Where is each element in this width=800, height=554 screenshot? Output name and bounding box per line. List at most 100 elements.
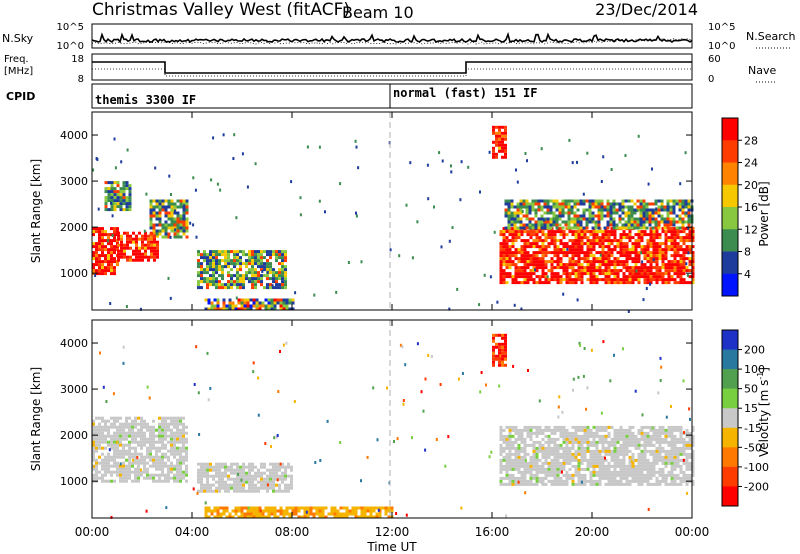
heatmap-cell <box>498 143 501 147</box>
heatmap-cell <box>167 416 170 420</box>
heatmap-cell <box>206 286 209 290</box>
heatmap-cell <box>508 263 512 267</box>
freq-trace <box>92 61 692 74</box>
heatmap-cell <box>543 218 546 222</box>
heatmap-cell <box>552 211 556 215</box>
heatmap-cell <box>516 214 520 218</box>
heatmap-cell <box>565 428 569 432</box>
heatmap-cell <box>607 245 611 249</box>
heatmap-cell <box>658 452 662 456</box>
heatmap-cell <box>607 467 611 471</box>
heatmap-cell <box>125 443 128 447</box>
heatmap-cell <box>553 464 557 468</box>
heatmap-cell <box>504 146 507 150</box>
heatmap-cell <box>526 461 530 465</box>
heatmap-cell <box>278 486 281 490</box>
heatmap-cell <box>526 452 530 456</box>
heatmap-cell <box>649 230 653 234</box>
heatmap-cell <box>549 217 553 221</box>
heatmap-cell <box>580 476 584 480</box>
heatmap-cell <box>571 476 575 480</box>
heatmap-cell <box>577 479 581 483</box>
heatmap-cell <box>144 237 147 241</box>
heatmap-cell <box>523 443 527 447</box>
heatmap-cell <box>92 431 95 435</box>
heatmap-cell <box>604 251 608 255</box>
heatmap-cell <box>532 263 536 267</box>
heatmap-cell <box>655 278 659 282</box>
heatmap-cell <box>239 468 242 472</box>
heatmap-cell <box>113 440 116 444</box>
heatmap-cell <box>676 461 680 465</box>
heatmap-cell <box>260 462 263 466</box>
heatmap-cell <box>156 255 159 259</box>
heatmap-cell <box>607 242 611 246</box>
heatmap-cell <box>110 425 113 429</box>
heatmap-cell <box>499 470 503 474</box>
heatmap-cell <box>95 254 98 258</box>
heatmap-cell <box>420 390 423 394</box>
heatmap-cell <box>200 462 203 466</box>
heatmap-cell <box>269 256 272 260</box>
heatmap-cell <box>92 476 95 480</box>
heatmap-cell <box>146 476 149 480</box>
heatmap-cell <box>553 482 557 486</box>
heatmap-cell <box>424 448 427 452</box>
freq-frame <box>91 53 693 81</box>
heatmap-cell <box>681 202 685 206</box>
heatmap-cell <box>511 476 515 480</box>
heatmap-cell <box>538 278 542 282</box>
heatmap-cell <box>93 464 96 468</box>
heatmap-cell <box>681 205 685 209</box>
heatmap-cell <box>565 434 569 438</box>
heatmap-cell <box>345 512 349 516</box>
heatmap-cell <box>582 199 586 203</box>
heatmap-cell <box>670 470 674 474</box>
heatmap-cell <box>206 471 209 475</box>
heatmap-cell <box>544 248 548 252</box>
heatmap-cell <box>203 277 206 281</box>
heatmap-cell <box>556 251 560 255</box>
heatmap-cell <box>389 248 392 252</box>
heatmap-cell <box>152 464 155 468</box>
heatmap-cell <box>182 199 186 203</box>
colorbar-swatch <box>722 229 738 252</box>
heatmap-cell <box>501 363 504 367</box>
heatmap-cell <box>565 461 569 465</box>
heatmap-cell <box>667 482 671 486</box>
heatmap-cell <box>583 269 587 273</box>
heatmap-cell <box>655 275 659 279</box>
heatmap-cell <box>523 272 527 276</box>
heatmap-cell <box>553 470 557 474</box>
heatmap-cell <box>267 506 271 510</box>
heatmap-cell <box>689 417 691 421</box>
heatmap-cell <box>672 220 676 224</box>
heatmap-cell <box>667 461 671 465</box>
heatmap-cell <box>523 242 527 246</box>
heatmap-cell <box>649 476 653 480</box>
heatmap-cell <box>609 202 613 206</box>
heatmap-cell <box>691 434 695 438</box>
heatmap-cell <box>627 226 631 230</box>
heatmap-cell <box>200 274 203 278</box>
heatmap-cell <box>556 281 560 285</box>
heatmap-cell <box>595 278 599 282</box>
heatmap-cell <box>254 277 257 281</box>
heatmap-cell <box>571 254 575 258</box>
heatmap-cell <box>550 251 554 255</box>
heatmap-cell <box>149 431 152 435</box>
heatmap-cell <box>257 271 260 275</box>
heatmap-cell <box>609 220 613 224</box>
heatmap-cell <box>492 149 495 153</box>
heatmap-cell <box>607 431 611 435</box>
heatmap-cell <box>547 446 551 450</box>
heatmap-cell <box>502 263 506 267</box>
heatmap-cell <box>372 506 376 510</box>
heatmap-cell <box>228 515 232 519</box>
heatmap-cell <box>203 462 206 466</box>
heatmap-cell <box>610 251 614 255</box>
heatmap-cell <box>673 251 677 255</box>
heatmap-cell <box>561 220 565 224</box>
heatmap-cell <box>185 440 188 444</box>
